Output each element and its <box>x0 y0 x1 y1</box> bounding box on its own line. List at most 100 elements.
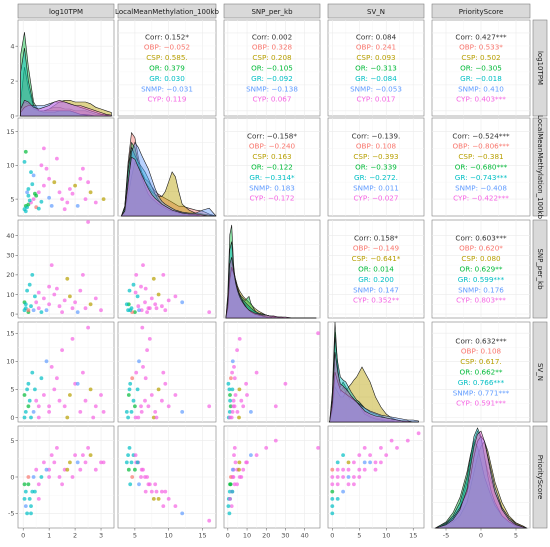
panel-r0-c4 <box>431 19 531 117</box>
scatter-point-cyp <box>232 446 237 450</box>
scatter-point-gr <box>25 288 29 293</box>
scatter-point-cyp <box>235 348 240 352</box>
scatter-point-cyp <box>161 273 166 277</box>
scatter-point-obp <box>26 308 31 313</box>
density-cyp <box>225 257 317 319</box>
scatter-point-snmp <box>137 308 141 313</box>
x-tick-label: 15 <box>198 532 206 540</box>
corr-obp: OBP: 0.533* <box>459 43 503 52</box>
scatter-point-cyp <box>70 306 75 311</box>
scatter-point-cyp <box>264 446 269 450</box>
scatter-point-cyp <box>93 200 98 205</box>
row-strip-localmeanmethylation-100kb <box>532 117 548 217</box>
y-tick-label: 10 <box>6 358 14 366</box>
scatter-point-gr <box>131 282 136 287</box>
scatter-point-gr <box>27 282 32 287</box>
scatter-point-cyp <box>149 393 154 397</box>
scatter-point-or <box>126 467 131 472</box>
scatter-point-snmp <box>180 410 185 414</box>
scatter-point-cyp <box>166 497 171 501</box>
col-strip-priorityscore <box>431 3 531 19</box>
scatter-point-cyp <box>62 404 67 409</box>
scatter-point-cyp <box>42 296 46 301</box>
scatter-point-gr <box>22 415 27 420</box>
scatter-point-cyp <box>141 467 145 472</box>
scatter-point-gr <box>135 387 140 392</box>
scatter-point-cyp <box>237 475 242 479</box>
scatter-point-cyp <box>52 292 57 297</box>
scatter-point-cyp <box>145 310 150 314</box>
scatter-point-cyp <box>36 497 41 501</box>
corr-or: OR: −0.313 <box>355 64 397 73</box>
scatter-point-gr <box>29 304 33 309</box>
corr-cyp: CYP: −0.422*** <box>453 194 509 203</box>
scatter-point-cyp <box>149 296 154 301</box>
corr-gr: GR: 0.200 <box>358 275 394 284</box>
scatter-point-or <box>22 393 27 397</box>
density-cyp <box>20 99 112 117</box>
scatter-point-gr <box>30 489 35 494</box>
scatter-point-cyp <box>140 325 145 330</box>
scatter-point-snmp <box>75 460 80 465</box>
col-label-snp-per-kb: SNP_per_kb <box>251 8 293 16</box>
corr-cyp: CYP: 0.119 <box>148 95 187 104</box>
corr-csp: CSP: 0.502 <box>461 53 500 62</box>
density-csp <box>435 440 528 529</box>
scatter-point-cyp <box>134 370 139 375</box>
scatter-point-gr <box>39 310 44 314</box>
scatter-point-cyp <box>34 398 39 403</box>
scatter-point-snmp <box>44 467 49 472</box>
corr-gr: GR: −0.092 <box>251 74 293 83</box>
row-label-snp-per-kb: SNP_per_kb <box>536 248 544 290</box>
scatter-point-cyp <box>237 337 242 341</box>
scatter-point-snmp <box>44 308 49 313</box>
scatter-point-csp <box>237 387 242 392</box>
scatter-point-cyp <box>173 294 178 299</box>
corr-or: OR: −0.122 <box>251 163 293 172</box>
scatter-point-cyp <box>245 393 249 397</box>
scatter-point-snmp <box>137 359 141 364</box>
y-tick-label: 40 <box>6 232 14 240</box>
corr-overall: Corr: −0.524*** <box>452 131 510 140</box>
scatter-point-cyp <box>139 284 143 289</box>
scatter-point-cyp <box>60 482 64 487</box>
corr-snmp: SNMP: −0.408 <box>455 183 507 192</box>
corr-snmp: SNMP: −0.053 <box>350 84 402 93</box>
scatter-point-cyp <box>86 446 90 450</box>
corr-csp: CSP: 0.163 <box>252 152 291 161</box>
scatter-point-cyp <box>93 467 98 472</box>
scatter-r4-c3 <box>330 431 421 516</box>
scatter-point-cyp <box>416 431 421 436</box>
scatter-point-cyp <box>163 308 168 313</box>
corr-gr: GR: −0.084 <box>355 74 397 83</box>
scatter-point-csp <box>73 183 77 188</box>
scatter-point-gr <box>129 460 134 465</box>
corr-gr: GR: −0.314* <box>249 173 295 182</box>
scatter-point-cyp <box>232 376 237 381</box>
row-label-sv-n: SV_N <box>536 363 544 381</box>
scatter-point-csp <box>151 497 156 501</box>
corr-panel-r1-c4: Corr: −0.524*** OBP: −0.806***CSP: −0.381… <box>452 131 510 202</box>
density-obp <box>20 67 112 117</box>
scatter-point-cyp <box>99 460 103 465</box>
scatter-point-or <box>228 393 232 397</box>
y-tick-label: 4 <box>10 42 14 50</box>
y-tick-label: 0 <box>10 310 14 318</box>
panel-background <box>327 19 425 117</box>
scatter-point-cyp <box>379 460 383 465</box>
scatter-point-snmp <box>31 410 36 414</box>
scatter-point-cyp <box>143 398 147 403</box>
panel-background <box>117 19 217 117</box>
panel-r0-c3 <box>327 19 425 117</box>
scatter-point-cyp <box>173 504 178 508</box>
density-log10tpm <box>20 32 112 117</box>
scatter-point-cyp <box>133 453 138 457</box>
corr-obp: OBP: −0.806*** <box>452 142 509 151</box>
corr-or: OR: −0.680*** <box>455 163 508 172</box>
scatter-point-cyp <box>352 482 356 487</box>
scatter-point-cyp <box>65 200 70 205</box>
scatter-point-csp <box>68 294 72 299</box>
